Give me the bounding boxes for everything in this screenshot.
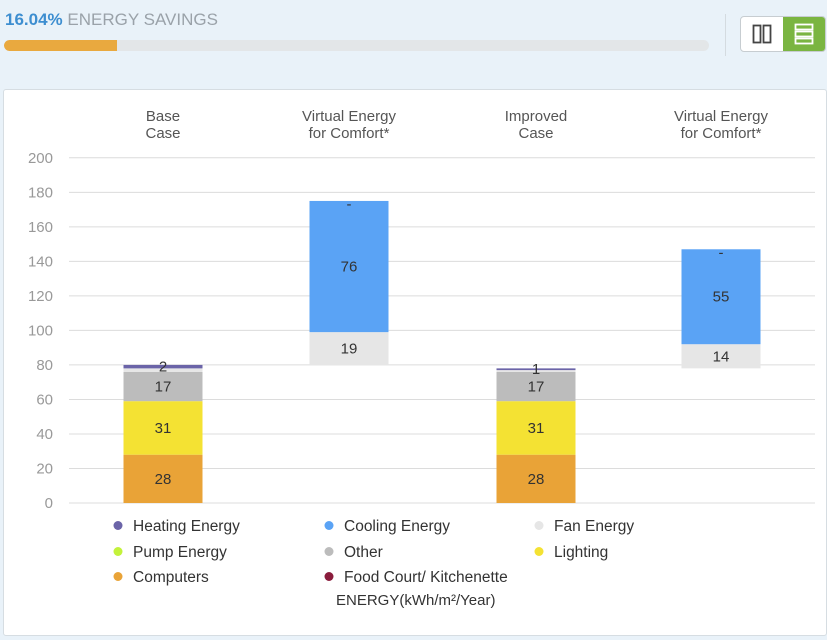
segment-value-label: 17 [528,378,545,395]
category-label: Case [518,125,553,142]
category-label: Case [145,125,180,142]
segment-value-label: 17 [155,378,172,395]
segment-value-label: 28 [528,471,545,488]
stacked-view-button[interactable] [783,17,825,51]
segment-value-label: 28 [155,471,172,488]
legend-swatch [324,572,334,581]
y-tick-label: 40 [36,426,53,443]
category-label: for Comfort* [681,125,762,142]
savings-label: ENERGY SAVINGS [67,10,218,29]
bar-segment [123,401,203,455]
bar-segment [309,200,389,333]
segment-value-label: 1 [532,361,540,378]
category-label: Virtual Energy [302,108,396,125]
segment-value-label: 55 [713,289,730,306]
header-divider [725,14,726,56]
side-by-side-view-button[interactable] [741,17,783,51]
legend-swatch [324,521,334,530]
bar-segment [309,332,389,365]
legend-label: Pump Energy [133,544,227,561]
legend-label: Other [344,544,383,561]
legend-label: Computers [133,569,209,586]
bar-segment [123,454,203,503]
category-label: for Comfort* [309,125,390,142]
savings-percent: 16.04% [5,10,63,29]
legend-label: Heating Energy [133,518,240,535]
legend-swatch [113,521,123,530]
bar-segment [496,371,576,402]
legend-swatch [113,572,123,581]
y-tick-label: 200 [28,150,53,167]
y-tick-label: 100 [28,322,53,339]
y-tick-label: 80 [36,357,53,374]
bar-segment [496,454,576,503]
y-tick-label: 60 [36,391,53,408]
segment-value-label: 31 [528,420,545,437]
y-tick-label: 180 [28,184,53,201]
energy-savings-title: 16.04% ENERGY SAVINGS [5,10,218,30]
segment-value-label: 2 [159,359,167,376]
segment-value-label: 14 [713,348,730,365]
legend-label: Fan Energy [554,518,634,535]
segment-value-label: 31 [155,420,172,437]
legend-swatch [113,547,123,556]
bar-segment [496,370,576,372]
bar-segment [123,368,203,372]
y-tick-label: 160 [28,219,53,236]
bar-segment [123,371,203,402]
legend-swatch [324,547,334,556]
segment-value-label: 76 [341,259,358,276]
unit-label: ENERGY(kWh/m²/Year) [336,592,495,609]
bar-segment [681,344,761,369]
legend-label: Lighting [554,544,608,561]
legend-label: Cooling Energy [344,518,450,535]
bar-segment [681,249,761,345]
bar-top-label: - [719,244,724,261]
energy-chart-card: 0 20 40 60 80 100 120 140 160 180 200 Base Case Virtu… [3,89,827,636]
y-tick-label: 120 [28,288,53,305]
savings-progress-fill [4,40,118,51]
y-tick-label: 0 [45,495,53,512]
bar-segment [496,368,576,371]
bar-top-label: - [347,196,352,213]
energy-stacked-bar-chart: 020406080100120140160180200BaseCaseVirtu… [28,108,815,609]
y-tick-label: 20 [36,460,53,477]
category-label: Base [146,108,180,125]
view-toggle [740,16,826,52]
legend-swatch [534,547,544,556]
segment-value-label: 19 [341,341,358,358]
rows-icon [794,23,814,45]
savings-progress-bar [4,40,709,51]
legend-swatch [534,521,544,530]
category-label: Virtual Energy [674,108,768,125]
columns-icon [752,24,772,44]
y-tick-label: 140 [28,253,53,270]
bar-segment [123,364,203,369]
category-label: Improved [505,108,568,125]
legend-label: Food Court/ Kitchenette [344,569,508,586]
energy-savings-header: 16.04% ENERGY SAVINGS [0,0,827,88]
bar-segment [496,401,576,455]
